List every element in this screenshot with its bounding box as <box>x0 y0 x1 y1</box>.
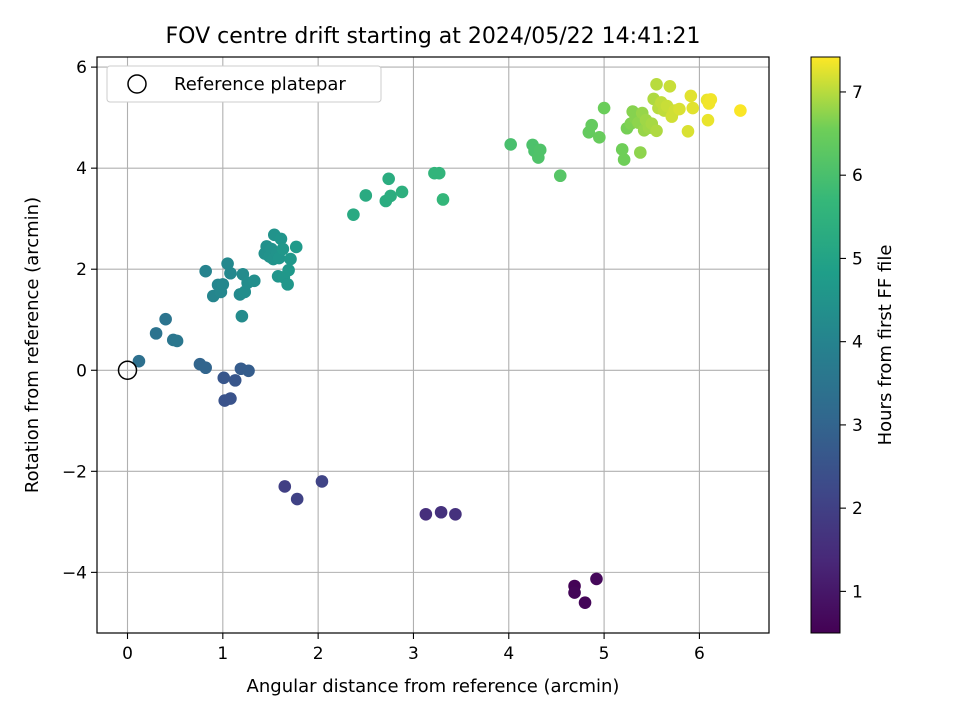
data-point <box>590 572 603 586</box>
data-point <box>585 118 599 132</box>
colorbar-tick-label: 3 <box>852 416 863 436</box>
data-point <box>650 124 663 138</box>
data-point <box>221 257 234 270</box>
colorbar-gradient <box>810 56 841 634</box>
x-tick-label: 6 <box>694 644 705 664</box>
data-point <box>650 77 663 91</box>
y-axis-ticks: −4 −2 0 2 4 6 <box>62 58 97 583</box>
colorbar-tick-label: 2 <box>852 499 863 519</box>
data-point <box>449 507 462 521</box>
data-point <box>315 475 329 488</box>
data-point <box>274 232 288 246</box>
data-point <box>432 166 446 180</box>
data-point <box>199 264 212 278</box>
y-axis-label: Rotation from reference (arcmin) <box>22 197 43 493</box>
data-point <box>159 312 172 326</box>
data-point <box>704 93 718 106</box>
data-point <box>217 371 231 385</box>
colorbar: 1 2 3 4 5 6 7 Hours from first FF file <box>810 56 896 634</box>
y-tick-label: 0 <box>76 361 87 381</box>
legend-box <box>106 65 382 103</box>
data-point <box>149 327 163 340</box>
data-point <box>434 505 448 519</box>
x-axis-label: Angular distance from reference (arcmin) <box>247 676 620 697</box>
colorbar-tick-label: 6 <box>852 166 863 186</box>
y-tick-label: 2 <box>76 260 87 280</box>
data-point <box>247 274 261 288</box>
legend: Reference platepar <box>106 65 382 103</box>
data-point <box>673 102 686 116</box>
data-point <box>663 80 677 93</box>
x-tick-label: 2 <box>313 644 324 664</box>
data-point <box>568 586 581 599</box>
colorbar-ticks: 1 2 3 4 5 6 7 <box>840 83 863 602</box>
data-point <box>419 507 433 521</box>
data-point <box>504 138 517 151</box>
data-point <box>553 169 567 183</box>
colorbar-tick-label: 1 <box>852 582 863 602</box>
y-tick-label: 4 <box>76 159 87 179</box>
data-point <box>132 354 146 368</box>
x-tick-label: 0 <box>122 644 133 664</box>
chart-title: FOV centre drift starting at 2024/05/22 … <box>166 24 701 49</box>
data-point <box>382 172 395 186</box>
data-point <box>224 266 237 280</box>
colorbar-tick-label: 7 <box>852 83 863 103</box>
x-tick-label: 4 <box>503 644 514 664</box>
data-point <box>686 101 700 115</box>
data-point <box>242 364 255 378</box>
data-point <box>347 208 360 221</box>
x-axis-ticks: 0 1 2 3 4 5 6 <box>122 633 705 664</box>
data-point <box>615 143 629 156</box>
data-point <box>289 240 303 254</box>
data-point <box>199 361 212 375</box>
plot-background <box>97 57 769 633</box>
colorbar-label: Hours from first FF file <box>875 245 896 446</box>
y-tick-label: −4 <box>62 563 87 583</box>
data-point <box>384 189 397 203</box>
plot-area: 0 1 2 3 4 5 6 −4 −2 0 2 4 6 <box>62 56 770 664</box>
x-tick-label: 1 <box>217 644 228 664</box>
colorbar-tick-label: 4 <box>852 333 863 353</box>
reference-marker <box>117 360 138 381</box>
legend-marker <box>127 74 147 94</box>
y-tick-label: −2 <box>62 462 87 482</box>
y-tick-label: 6 <box>76 58 87 78</box>
data-point <box>224 392 237 405</box>
data-point <box>290 492 304 506</box>
data-point <box>578 596 592 609</box>
data-point <box>281 278 294 291</box>
x-tick-label: 5 <box>599 644 610 664</box>
data-point <box>684 89 698 103</box>
data-point <box>395 185 409 199</box>
data-point <box>533 143 547 157</box>
data-points <box>132 77 747 609</box>
data-point <box>228 374 242 387</box>
data-point <box>276 242 290 256</box>
data-point <box>235 309 249 323</box>
legend-label: Reference platepar <box>174 74 346 95</box>
data-point <box>282 263 295 277</box>
data-point <box>634 146 647 159</box>
data-point <box>597 101 611 115</box>
plot-frame <box>96 56 770 634</box>
data-point <box>278 480 292 493</box>
data-point <box>593 131 606 144</box>
x-tick-label: 3 <box>408 644 419 664</box>
data-point <box>436 193 450 206</box>
data-point <box>734 104 747 117</box>
data-point <box>359 189 373 202</box>
data-point <box>284 252 297 266</box>
data-point <box>701 113 715 127</box>
data-point <box>170 334 184 348</box>
data-point <box>681 124 695 138</box>
data-point <box>216 278 230 291</box>
data-point <box>617 153 631 166</box>
colorbar-tick-label: 5 <box>852 249 863 269</box>
